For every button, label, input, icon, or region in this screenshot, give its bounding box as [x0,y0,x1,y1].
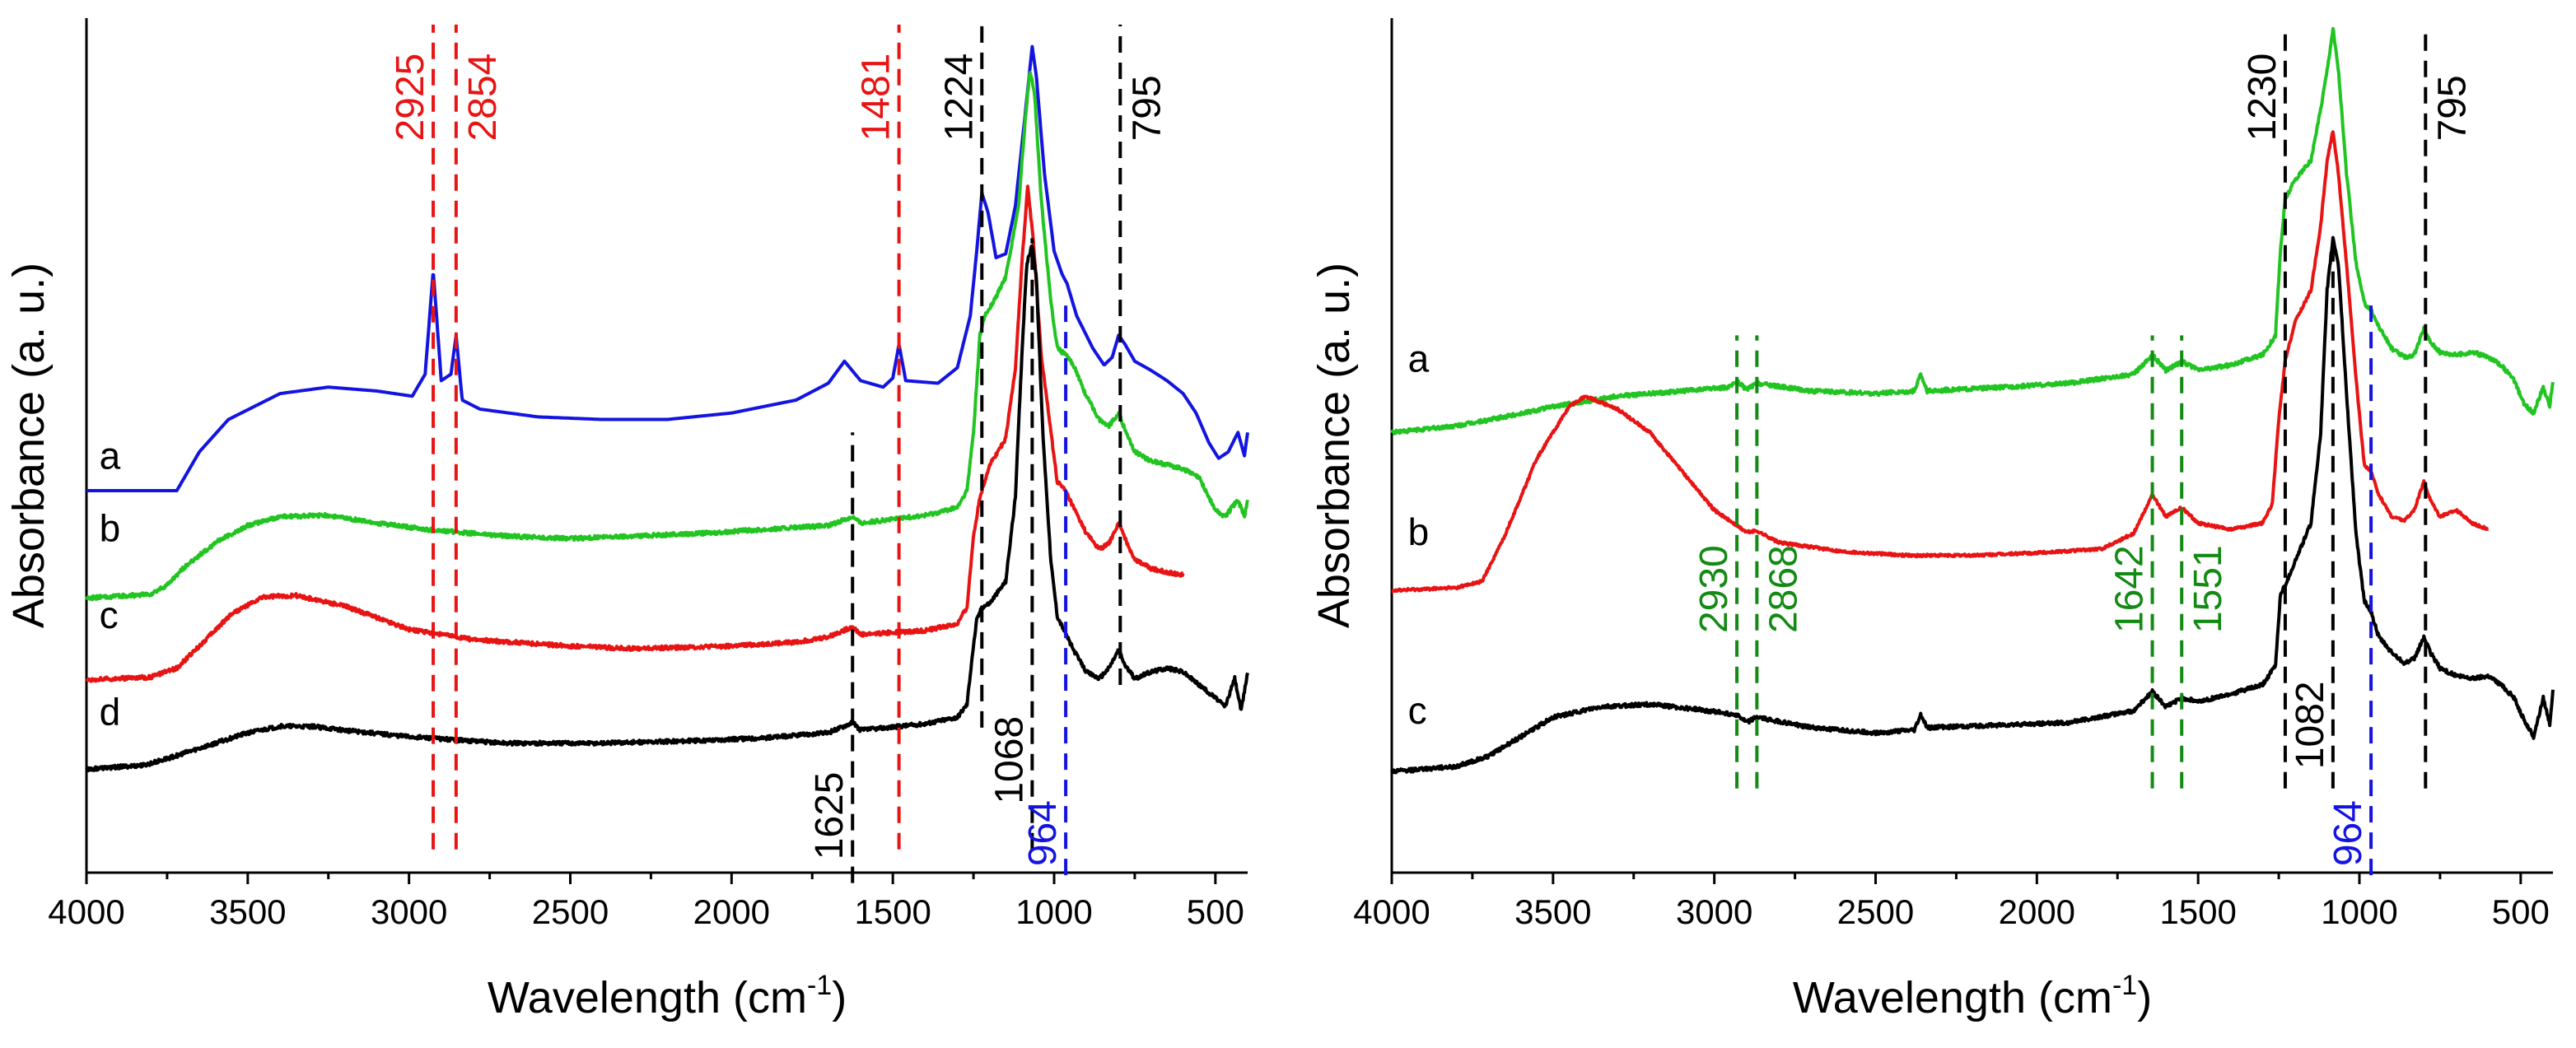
peak-label-1642: 1642 [2108,545,2152,633]
series-label-a: a [100,434,121,477]
peak-label-964: 964 [1021,800,1065,866]
peak-label-2930: 2930 [1692,545,1736,633]
series-line-b [1390,130,2490,594]
x-tick-label: 2500 [1837,892,1914,931]
series-label-c: c [1408,689,1427,732]
x-tick-label: 2000 [1999,892,2075,931]
x-axis-label-text: Wavelength (cm [488,973,807,1022]
x-axis-label-superscript: -1 [807,970,832,1001]
x-tick-label: 1500 [854,892,931,931]
x-tick-label: 3500 [1514,892,1591,931]
x-axis-label-close: ) [2137,973,2152,1022]
right-ftir-chart: 4000 3500 3000 2500 2000 1500 1000 500 Wavelengt… [1309,18,2555,1022]
series-label-c: c [100,594,119,636]
peak-label-964: 964 [2326,800,2370,866]
series-line-c [1390,235,2555,775]
peak-label-1551: 1551 [2186,545,2230,633]
x-axis-label-superscript: -1 [2112,970,2137,1001]
x-tick-label: 3000 [371,892,447,931]
series-line-c [85,184,1185,683]
peak-label-1481: 1481 [855,54,898,142]
x-tick-label: 2000 [693,892,770,931]
x-tick-label: 3000 [1676,892,1752,931]
x-tick-label: 1500 [2159,892,2236,931]
peak-label-1068: 1068 [987,716,1031,804]
series-label-a: a [1408,337,1430,380]
peak-label-2854: 2854 [461,54,505,142]
series-label-b: b [1408,510,1430,553]
x-axis-label-text: Wavelength (cm [1793,973,2112,1022]
peak-label-795: 795 [2430,75,2474,141]
left-ftir-chart: 4000 3500 3000 2500 2000 1500 1000 500 Wavelengt… [4,18,1249,1022]
x-tick-label: 500 [1187,892,1244,931]
x-tick-label: 4000 [1353,892,1430,931]
y-axis-label: Absorbance (a. u.) [1309,263,1359,628]
series-label-b: b [100,506,121,549]
series-line-b [85,71,1249,602]
x-tick-label: 1000 [1015,892,1092,931]
x-axis-label-close: ) [832,973,847,1022]
peak-label-1082: 1082 [2289,681,2332,769]
series-label-d: d [100,691,121,734]
x-tick-label: 2500 [532,892,609,931]
peak-label-2925: 2925 [389,54,432,142]
series-line-d [85,244,1249,773]
series-line-a [1390,26,2555,436]
peak-label-1230: 1230 [2241,54,2284,142]
x-tick-label: 1000 [2321,892,2397,931]
peak-label-795: 795 [1125,75,1169,141]
y-axis-label: Absorbance (a. u.) [4,263,54,628]
series-line-a [85,44,1249,492]
x-axis-label: Wavelength (cm-1) [1793,970,2152,1022]
x-tick-label: 4000 [48,892,124,931]
peak-label-2868: 2868 [1762,545,1805,633]
x-tick-label: 500 [2492,892,2550,931]
peak-label-1224: 1224 [937,54,981,142]
x-tick-label: 3500 [209,892,286,931]
peak-label-1625: 1625 [808,771,852,859]
x-axis-label: Wavelength (cm-1) [488,970,847,1022]
